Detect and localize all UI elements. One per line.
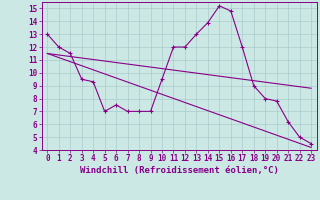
X-axis label: Windchill (Refroidissement éolien,°C): Windchill (Refroidissement éolien,°C) xyxy=(80,166,279,175)
